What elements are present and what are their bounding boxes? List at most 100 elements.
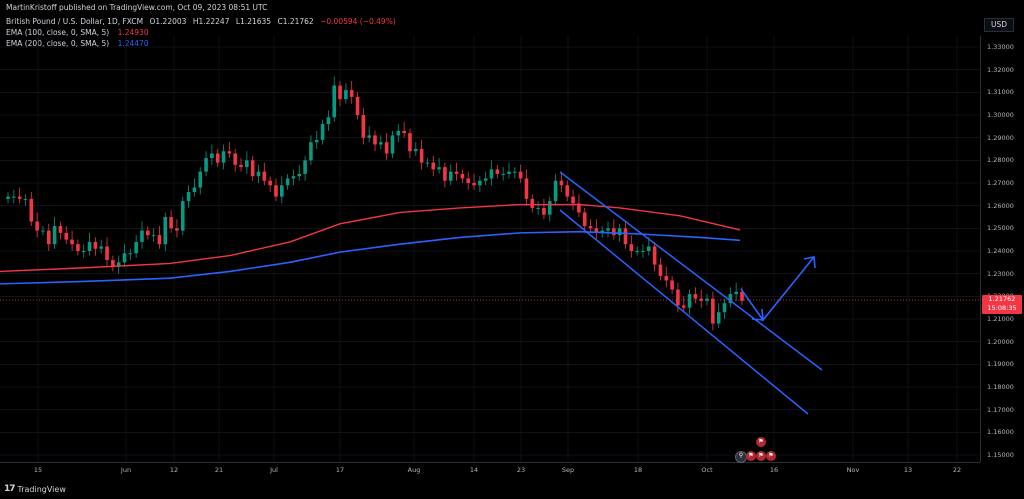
candle-body: [559, 180, 564, 186]
price-axis-label: 1.30000: [987, 111, 1014, 119]
price-axis-label: 1.33000: [987, 43, 1014, 51]
candle-body: [186, 192, 191, 202]
candle-body: [163, 217, 168, 245]
candle-body: [175, 228, 179, 231]
candle-body: [210, 153, 214, 159]
candle-body: [646, 246, 651, 251]
candle-body: [87, 241, 92, 251]
candle-body: [524, 178, 529, 199]
time-axis-label: Aug: [407, 466, 421, 474]
candle-body: [641, 251, 645, 252]
flag-event-icon[interactable]: ⚑: [756, 451, 766, 461]
candle-body: [262, 171, 267, 181]
candle-body: [99, 246, 104, 249]
candle-body: [623, 228, 628, 245]
candle-body: [460, 173, 465, 179]
candle-body: [192, 187, 197, 193]
candle-body: [734, 291, 738, 295]
candle-body: [116, 262, 121, 267]
ohlc-close: C1.21762: [277, 17, 314, 26]
candle-body: [46, 230, 51, 245]
arrowhead-down: [751, 308, 764, 321]
ema200-line: [0, 230, 741, 285]
candle-body: [111, 260, 115, 267]
candle-body: [489, 169, 494, 179]
candle-body: [140, 230, 144, 242]
channel-upper-line: [559, 171, 823, 371]
candle-body: [70, 239, 74, 245]
ema200-value: 1.24470: [117, 39, 149, 48]
time-axis-label: Oct: [701, 466, 713, 474]
ema100-value: 1.24930: [117, 28, 149, 37]
candle-body: [198, 171, 203, 188]
ohlc-change: −0.00594 (−0.49%): [320, 17, 396, 26]
candle-body: [128, 253, 133, 255]
projection-arrow: [740, 256, 815, 322]
candle-body: [553, 180, 558, 202]
last-price-value: 1.21762: [988, 295, 1016, 303]
price-axis-label: 1.21000: [987, 315, 1014, 323]
candle-body: [303, 160, 307, 174]
candle-body: [227, 151, 232, 154]
candle-body: [507, 171, 511, 174]
candle-body: [6, 196, 10, 199]
candle-body: [29, 198, 34, 222]
candle-body: [466, 178, 471, 183]
candle-body: [448, 171, 453, 181]
candle-body: [105, 246, 109, 261]
candle-body: [670, 280, 674, 290]
candle-body: [332, 85, 337, 118]
price-axis-label: 1.29000: [987, 133, 1014, 142]
candle-body: [23, 198, 28, 200]
ema100-row[interactable]: EMA (100, close, 0, SMA, 5) 1.24930: [6, 27, 400, 38]
candle-body: [518, 171, 523, 179]
candle-body: [367, 135, 371, 138]
candle-body: [711, 298, 715, 324]
currency-selector[interactable]: USD: [984, 18, 1014, 32]
ohlc-open: O1.22003: [149, 17, 187, 26]
tradingview-footer[interactable]: 17 TradingView: [4, 484, 66, 494]
candle-body: [309, 142, 313, 161]
candle-body: [728, 294, 733, 304]
flag-event-icon[interactable]: ⚑: [746, 451, 756, 461]
candle-body: [122, 253, 127, 263]
ema100-label: EMA (100, close, 0, SMA, 5): [6, 28, 110, 37]
candle-body: [431, 162, 436, 170]
candle-body: [594, 228, 599, 233]
candle-body: [454, 171, 459, 174]
ema200-row[interactable]: EMA (200, close, 0, SMA, 5) 1.24470: [6, 38, 400, 49]
candle-body: [501, 173, 505, 175]
candle-body: [635, 251, 639, 252]
candle-body: [314, 139, 319, 143]
symbol-row[interactable]: British Pound / U.S. Dollar, 1D, FXCM O1…: [6, 16, 400, 27]
candle-body: [221, 151, 226, 163]
candle-body: [617, 228, 622, 236]
price-axis-label: 1.19000: [987, 360, 1014, 369]
candle-body: [344, 90, 348, 100]
candle-body: [483, 178, 488, 181]
candle-body: [93, 241, 98, 249]
candle-body: [81, 251, 86, 252]
flag-event-icon[interactable]: ⚑: [756, 437, 766, 447]
candle-body: [349, 90, 354, 97]
candlesticks: [6, 76, 744, 331]
candle-body: [250, 160, 255, 177]
candle-body: [279, 185, 284, 197]
grid-lines: [0, 36, 980, 462]
flag-event-icon[interactable]: ⚑: [766, 451, 776, 461]
candle-body: [76, 244, 80, 251]
price-axis[interactable]: [980, 36, 1024, 462]
time-axis-label: Nov: [846, 466, 860, 474]
brand-name: TradingView: [17, 484, 66, 494]
candle-body: [384, 142, 389, 154]
time-axis-label: 13: [903, 466, 913, 474]
candle-body: [681, 305, 686, 308]
candle-body: [437, 167, 441, 170]
candle-body: [58, 226, 63, 233]
candle-body: [379, 142, 383, 145]
channel-lower-line: [559, 209, 809, 415]
candle-body: [52, 226, 57, 245]
ema100-line: [0, 203, 741, 273]
candle-body: [443, 167, 447, 181]
